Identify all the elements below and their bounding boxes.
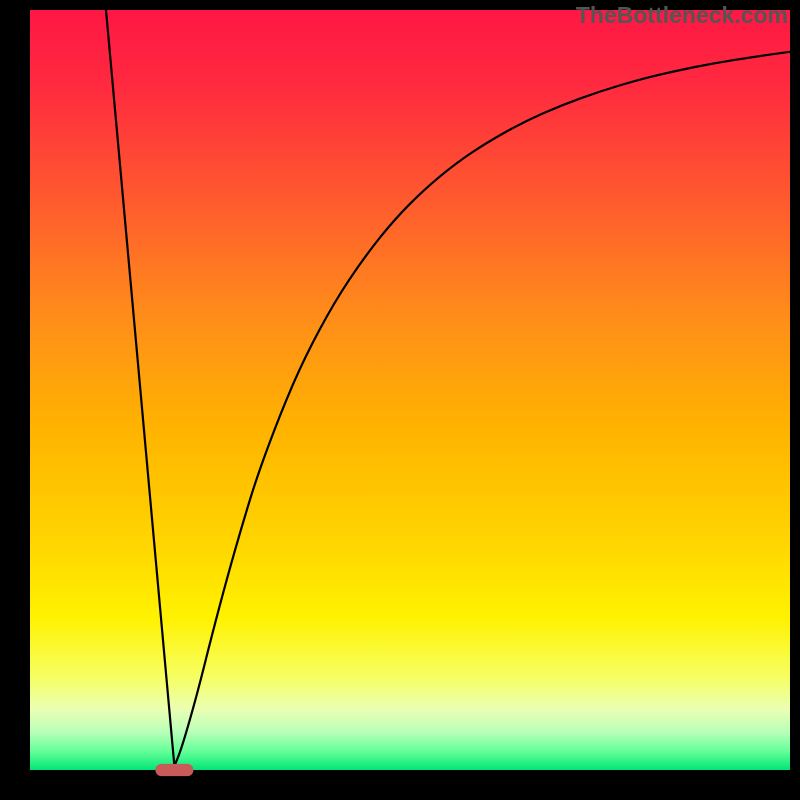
plot-background bbox=[30, 10, 790, 770]
chart-svg bbox=[0, 0, 800, 800]
optimal-marker bbox=[155, 764, 193, 776]
bottleneck-chart: TheBottleneck.com bbox=[0, 0, 800, 800]
watermark-text: TheBottleneck.com bbox=[576, 2, 788, 29]
